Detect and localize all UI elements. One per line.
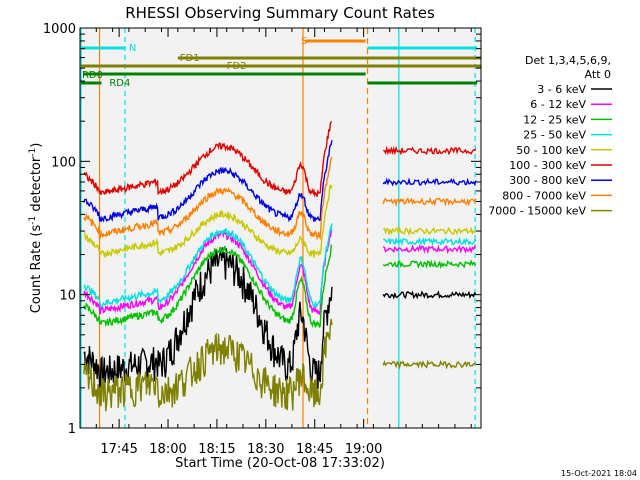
legend-label: 7000 - 15000 keV [488,205,586,218]
series-line-late-6 [382,177,477,187]
legend-label: 300 - 800 keV [509,174,586,187]
y-axis-label-end: ) [29,143,44,148]
x-tick-label: 18:15 [198,442,235,457]
timestamp: 15-Oct-2021 18:04 [561,469,637,478]
y-tick-label: 10 [59,289,76,304]
series-line-late-8 [382,359,477,370]
series-line-2 [83,244,333,329]
series-line-late-1 [382,244,477,255]
y-tick-label: 100 [51,155,76,170]
y-axis-label-sup1: -1 [28,216,38,225]
observing-flags: N S FD1 FD2 RD0 RD4 [80,28,481,428]
series-line-4 [83,184,333,259]
series-group [83,121,477,412]
legend: 3 - 6 keV 6 - 12 keV 12 - 25 keV 25 - 50 ke… [488,83,612,218]
legend-header-1: Det 1,3,4,5,6,9, [525,54,611,67]
y-axis-label-sup2: -1 [28,148,38,157]
legend-label: 100 - 300 keV [509,159,586,172]
axis-ticks: 17:45 18:00 18:15 18:30 18:45 19:00 1 10 100 1000 [43,22,481,457]
series-line-3 [83,223,333,308]
series-line-late-4 [382,225,477,237]
y-axis-label-tail: detector [29,156,44,216]
legend-label: 6 - 12 keV [530,98,586,111]
legend-label: 50 - 100 keV [516,144,586,157]
legend-label: 25 - 50 keV [523,129,586,142]
flag-label-n: N [129,43,136,54]
legend-label: 800 - 7000 keV [502,189,586,202]
series-line-late-2 [382,259,477,270]
flag-label-rd0: RD0 [82,70,103,81]
flag-label-s: S [301,36,307,47]
y-tick-label: 1000 [43,22,76,37]
y-tick-label: 1 [68,422,76,437]
x-tick-label: 19:00 [345,442,382,457]
y-axis-label: Count Rate (s-1 detector-1) [28,143,44,314]
series-line-late-5 [382,145,477,156]
series-line-1 [83,229,333,316]
flag-label-fd2: FD2 [227,61,247,72]
x-tick-label: 18:45 [296,442,333,457]
legend-header-2: Att 0 [585,68,611,81]
flag-label-rd4: RD4 [109,78,130,89]
series-line-5 [83,121,333,198]
series-line-7 [83,156,333,241]
y-axis-label-main: Count Rate (s [29,225,44,314]
flag-label-fd1: FD1 [180,53,200,64]
chart-title: RHESSI Observing Summary Count Rates [125,4,435,22]
x-tick-label: 17:45 [100,442,137,457]
x-tick-label: 18:30 [247,442,284,457]
legend-label: 12 - 25 keV [523,113,586,126]
x-axis-label: Start Time (20-Oct-08 17:33:02) [175,456,385,471]
x-tick-label: 18:00 [149,442,186,457]
plot-frame [79,27,482,429]
legend-label: 3 - 6 keV [537,83,586,96]
series-line-late-7 [382,197,477,208]
series-line-8 [83,318,333,412]
series-line-6 [83,140,333,223]
series-line-late-3 [383,236,477,247]
series-line-late-0 [382,290,477,300]
